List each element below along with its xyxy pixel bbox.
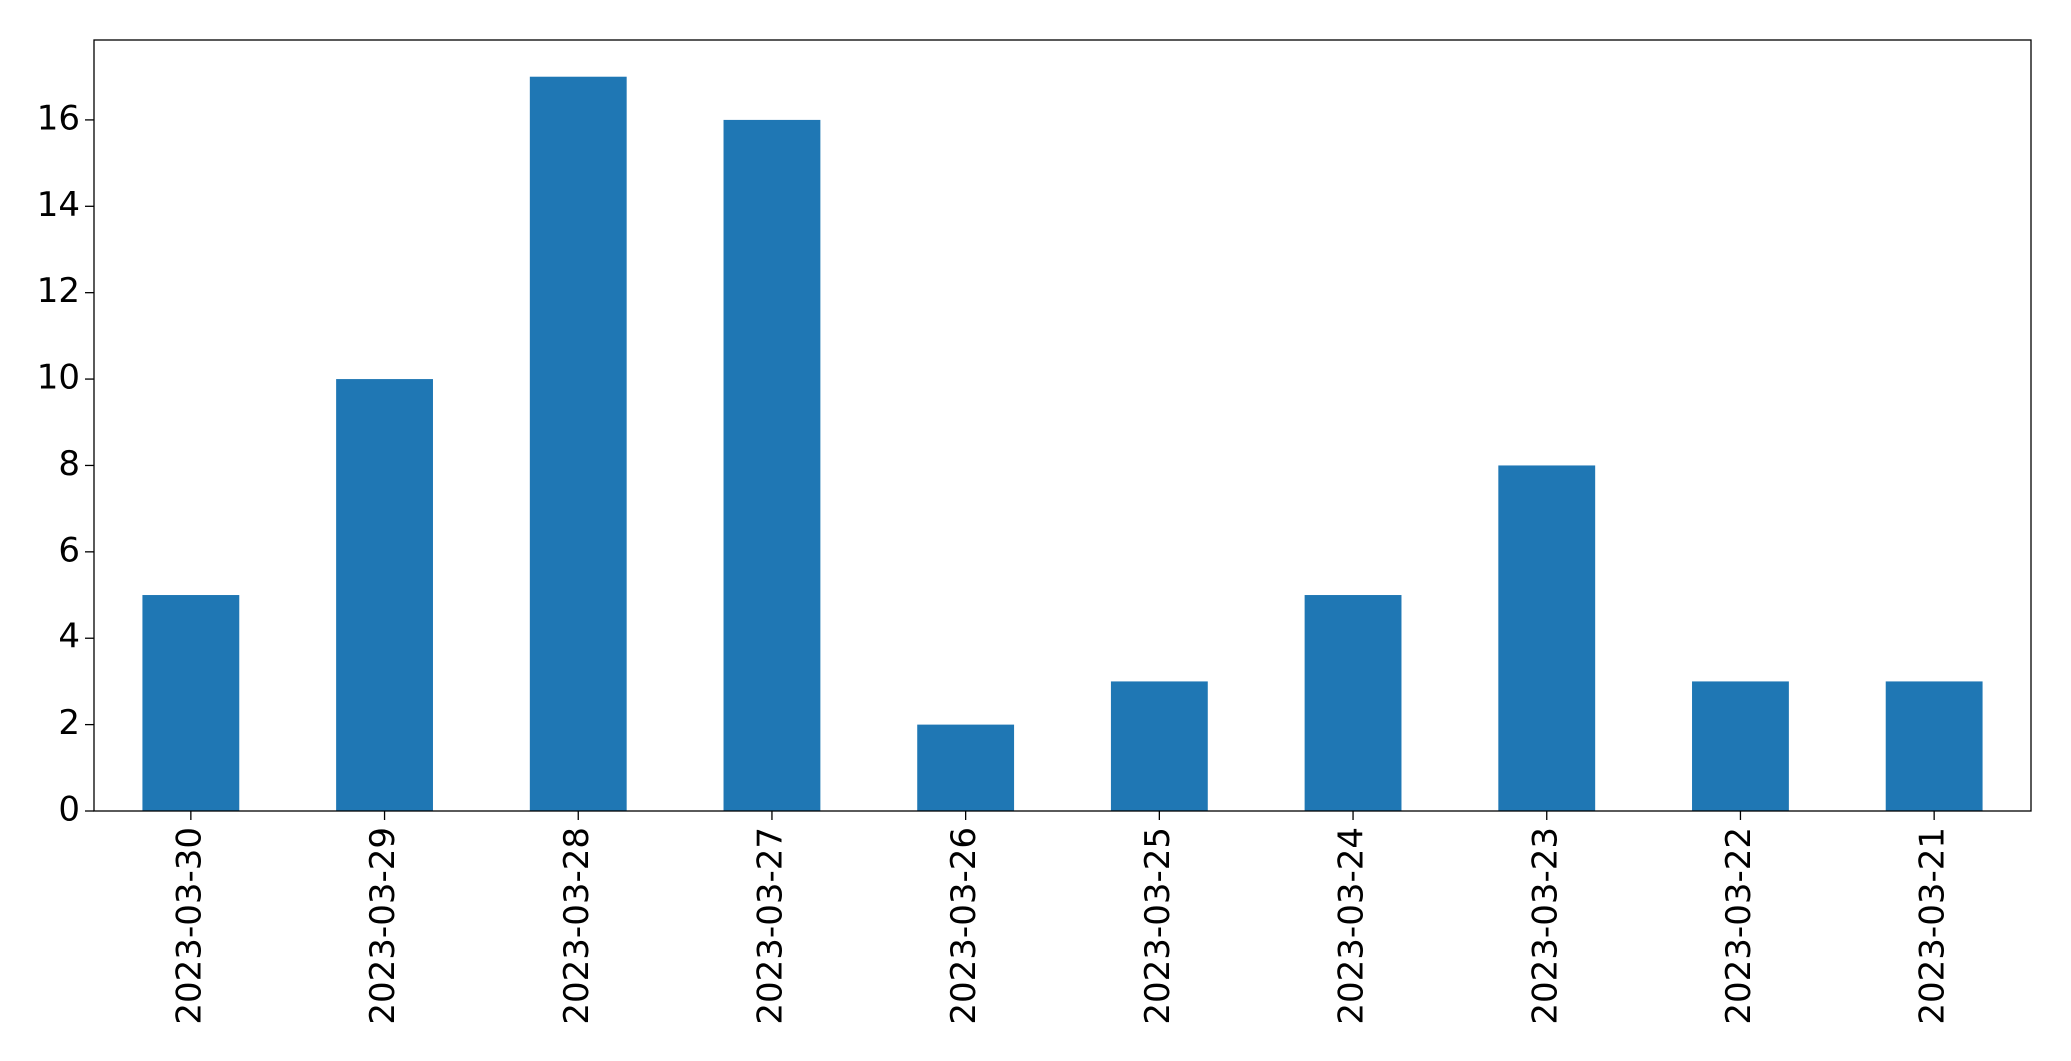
- bar: [529, 76, 627, 811]
- x-tick-label: 2023-03-23: [1525, 827, 1565, 1025]
- bar: [1304, 595, 1402, 811]
- bar: [1692, 681, 1789, 811]
- y-tick-label: 0: [58, 790, 80, 830]
- y-tick-label: 14: [37, 185, 80, 225]
- x-tick-label: 2023-03-30: [169, 827, 209, 1025]
- x-tick-label: 2023-03-22: [1719, 827, 1759, 1025]
- y-tick-label: 6: [58, 530, 80, 570]
- y-tick-label: 16: [37, 98, 80, 138]
- plot-frame: [93, 39, 2032, 812]
- y-tick-label: 12: [37, 271, 80, 311]
- y-tick-label: 10: [37, 358, 80, 398]
- y-tick-label: 4: [58, 617, 80, 657]
- bar: [142, 595, 240, 811]
- bar: [1885, 681, 1983, 811]
- x-tick-label: 2023-03-29: [363, 827, 403, 1025]
- bar: [336, 379, 433, 811]
- bar: [1110, 681, 1208, 811]
- x-tick-label: 2023-03-25: [1138, 827, 1178, 1025]
- x-tick-label: 2023-03-24: [1332, 827, 1372, 1025]
- x-tick-label: 2023-03-27: [750, 827, 790, 1025]
- bar: [917, 724, 1015, 811]
- y-tick-label: 2: [58, 703, 80, 743]
- y-tick-label: 8: [58, 444, 80, 484]
- x-tick-label: 2023-03-28: [557, 827, 597, 1025]
- bar: [723, 119, 821, 811]
- x-tick-label: 2023-03-26: [944, 827, 984, 1025]
- x-tick-label: 2023-03-21: [1913, 827, 1953, 1025]
- bar: [1498, 465, 1596, 811]
